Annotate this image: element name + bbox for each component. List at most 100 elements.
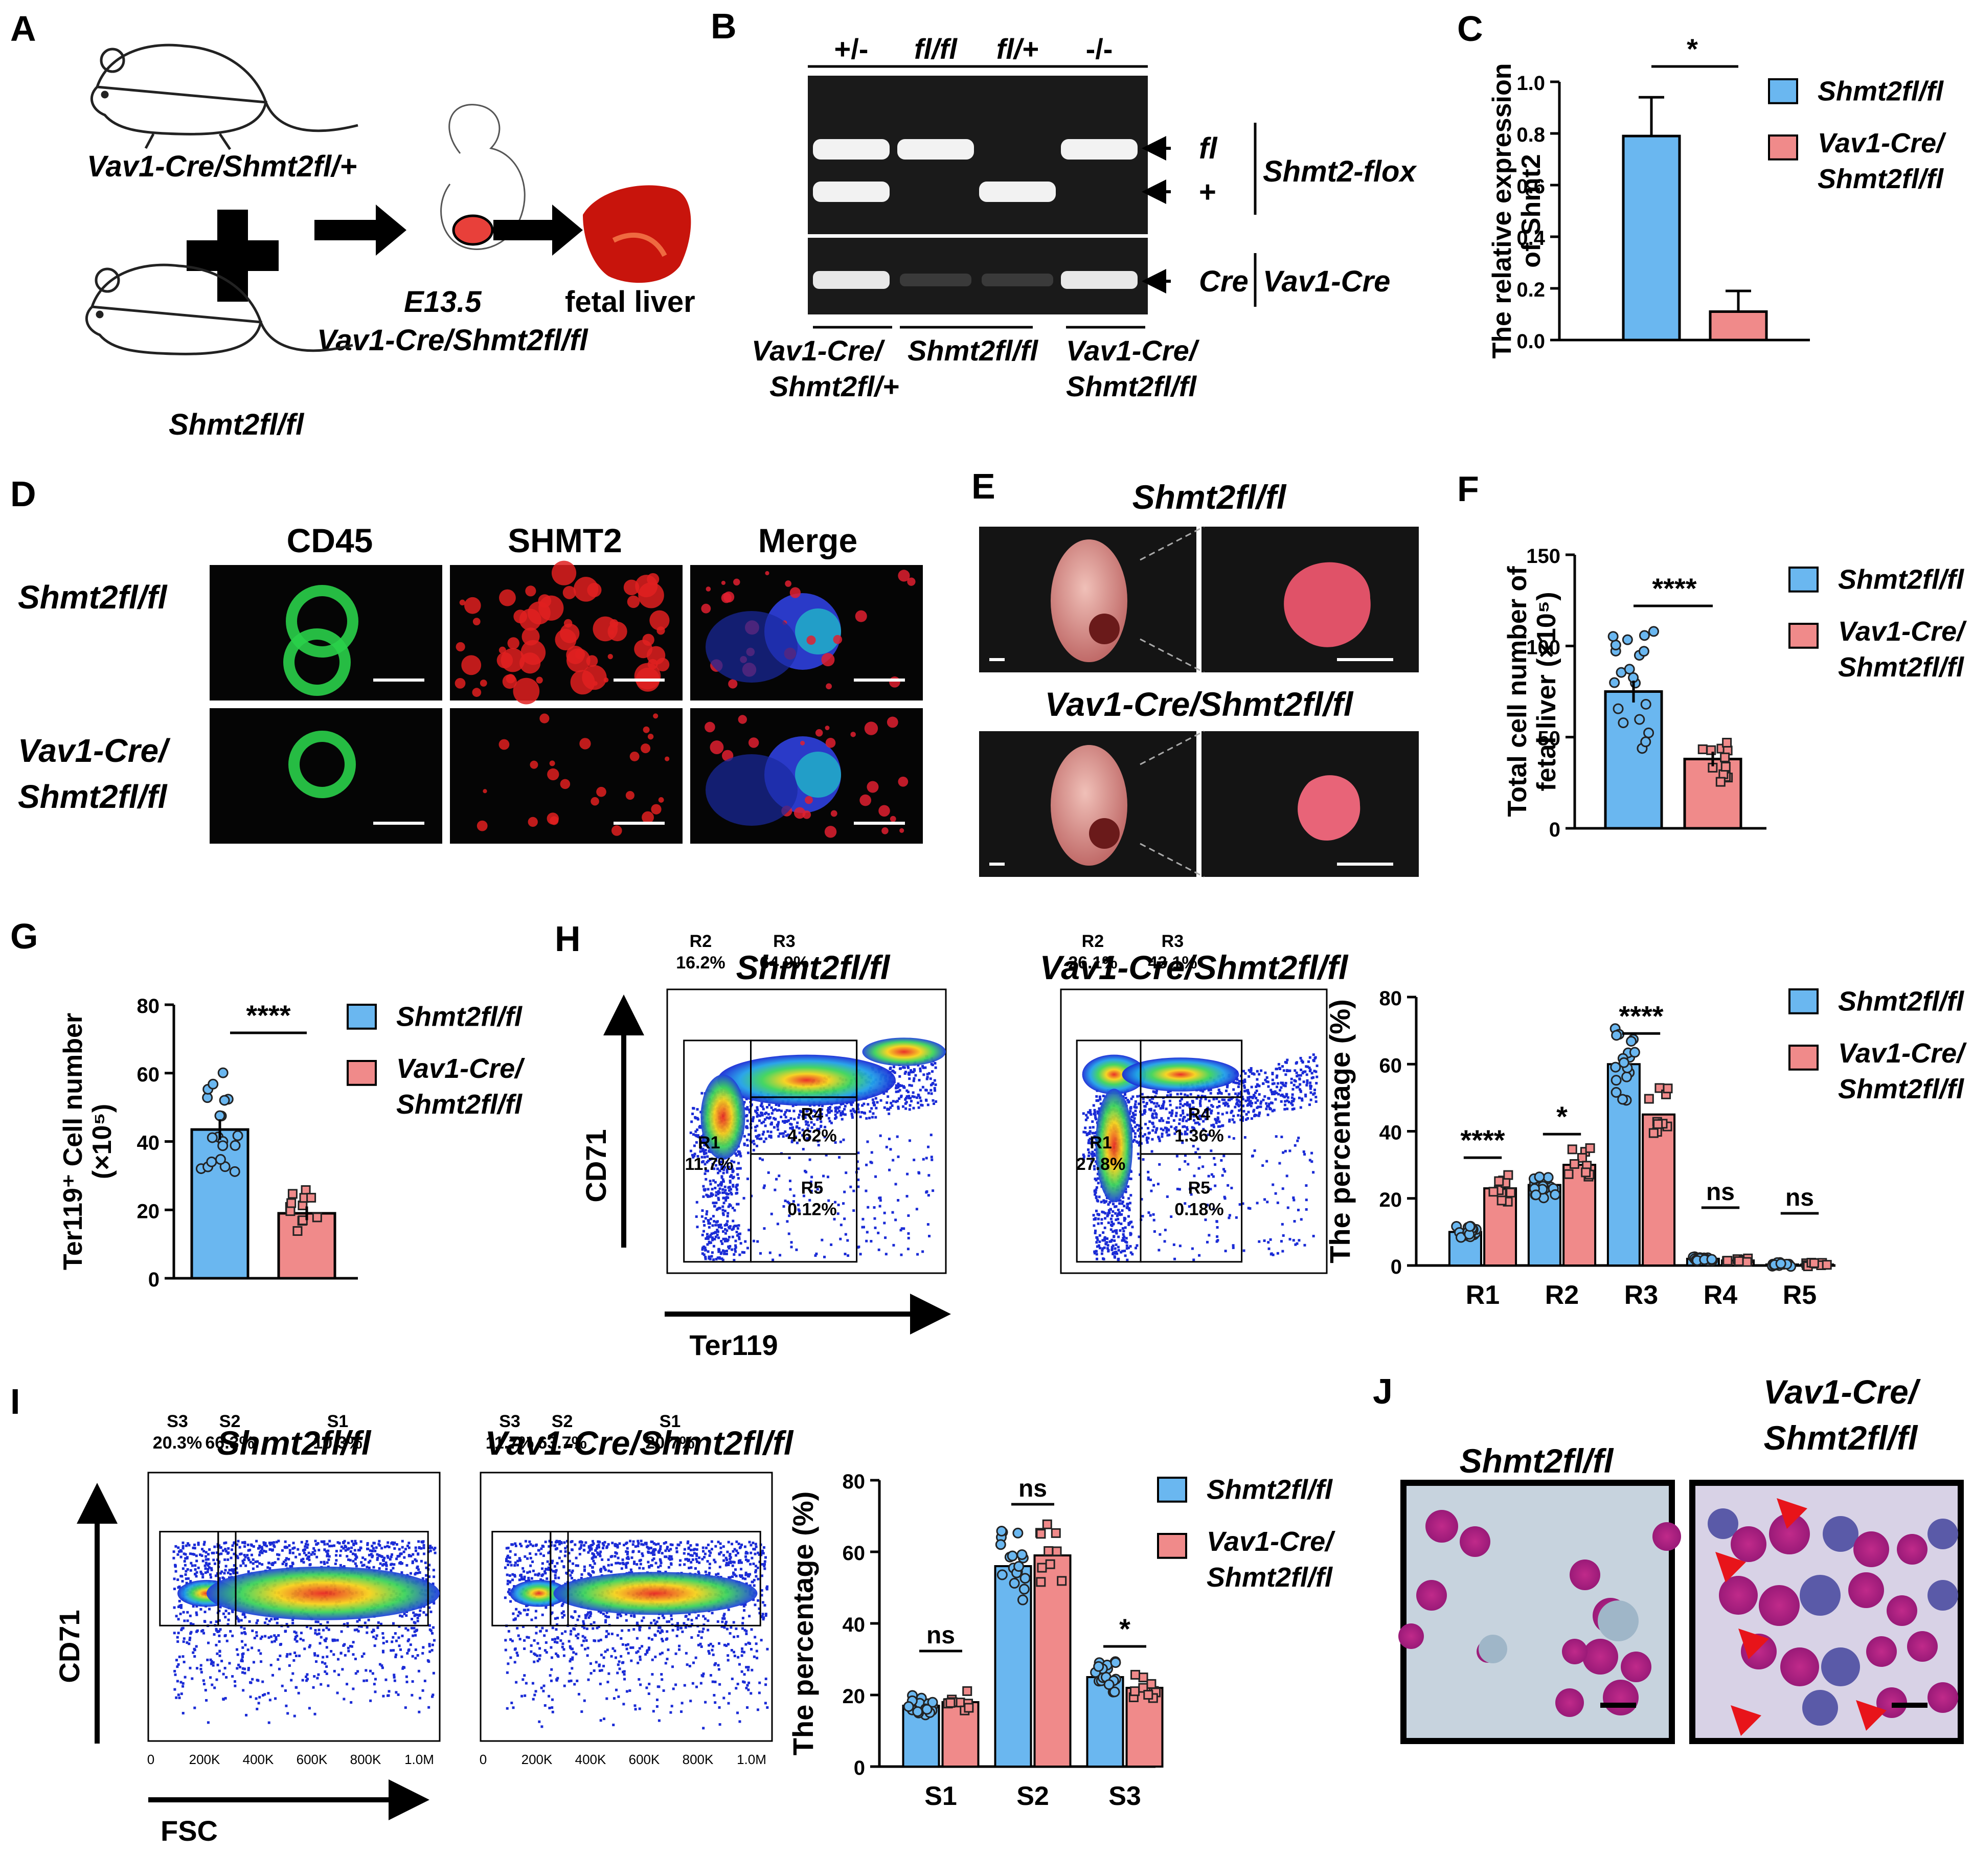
event-dot xyxy=(1220,1092,1223,1095)
event-dot xyxy=(789,1126,792,1129)
event-dot xyxy=(709,1234,712,1237)
event-dot xyxy=(422,1544,425,1547)
event-dot xyxy=(403,1612,406,1615)
event-dot xyxy=(1106,1237,1109,1240)
event-dot xyxy=(255,1621,258,1624)
event-dot xyxy=(730,1160,733,1163)
event-dot xyxy=(761,1114,764,1117)
event-dot xyxy=(225,1639,229,1642)
event-dot xyxy=(335,1559,338,1562)
event-dot xyxy=(199,1570,202,1573)
event-dot xyxy=(218,1579,221,1582)
event-dot xyxy=(272,1562,275,1565)
event-dot xyxy=(222,1672,225,1676)
event-dot xyxy=(908,1108,911,1111)
event-dot xyxy=(230,1556,233,1559)
event-dot xyxy=(1182,1104,1185,1107)
y-tick-label: 20 xyxy=(843,1685,866,1708)
event-dot xyxy=(184,1553,187,1556)
event-dot xyxy=(411,1655,414,1658)
event-dot xyxy=(189,1622,192,1625)
event-dot xyxy=(241,1559,244,1563)
event-dot xyxy=(1237,1086,1240,1089)
event-dot xyxy=(798,1209,801,1212)
event-dot xyxy=(327,1549,330,1552)
event-dot xyxy=(1215,1119,1218,1122)
event-dot xyxy=(1215,1240,1218,1243)
event-dot xyxy=(664,1570,667,1573)
event-dot xyxy=(757,1134,760,1137)
event-dot xyxy=(393,1676,396,1679)
event-dot xyxy=(269,1543,272,1546)
event-dot xyxy=(243,1613,246,1616)
bar xyxy=(190,1128,250,1280)
event-dot xyxy=(354,1540,357,1543)
event-dot xyxy=(796,1141,799,1144)
event-dot xyxy=(1221,1098,1224,1101)
event-dot xyxy=(1254,1091,1257,1094)
event-dot xyxy=(1208,1234,1211,1237)
event-dot xyxy=(1305,1073,1308,1076)
event-dot xyxy=(390,1569,393,1572)
event-dot xyxy=(293,1714,296,1717)
bar xyxy=(1604,690,1663,830)
event-dot xyxy=(411,1618,414,1621)
event-dot xyxy=(756,1137,759,1140)
event-dot xyxy=(258,1696,261,1699)
event-dot xyxy=(1205,1110,1208,1113)
event-dot xyxy=(904,1097,908,1100)
event-dot xyxy=(1290,1096,1294,1099)
event-dot xyxy=(236,1653,239,1656)
event-dot xyxy=(205,1558,208,1561)
event-dot xyxy=(804,1120,807,1123)
event-dot xyxy=(1100,1222,1103,1225)
event-dot xyxy=(1228,1120,1231,1123)
event-dot xyxy=(562,1648,565,1651)
blood-cell xyxy=(1853,1531,1889,1567)
event-dot xyxy=(1102,1211,1105,1214)
panel-letter: D xyxy=(10,474,36,514)
event-dot xyxy=(267,1562,270,1565)
event-dot xyxy=(1312,1171,1315,1174)
event-dot xyxy=(786,1220,789,1223)
event-dot xyxy=(727,1245,730,1248)
event-dot xyxy=(796,1121,799,1124)
event-dot xyxy=(734,1250,737,1253)
event-dot xyxy=(1238,1082,1241,1086)
event-dot xyxy=(711,1188,714,1191)
event-dot xyxy=(1171,1112,1174,1115)
event-dot xyxy=(416,1566,419,1569)
event-dot xyxy=(186,1568,189,1571)
event-dot xyxy=(798,1113,801,1116)
event-dot xyxy=(422,1552,425,1555)
event-dot xyxy=(717,1184,720,1187)
event-dot xyxy=(728,1235,731,1238)
event-dot xyxy=(261,1694,264,1697)
event-dot xyxy=(366,1543,369,1546)
gel-band xyxy=(813,182,890,202)
event-dot xyxy=(410,1554,413,1557)
event-dot xyxy=(239,1564,242,1567)
event-dot xyxy=(1096,1238,1099,1241)
event-dot xyxy=(727,1192,730,1195)
event-dot xyxy=(1131,1115,1134,1118)
event-dot xyxy=(427,1660,430,1663)
event-dot xyxy=(204,1571,207,1574)
event-dot xyxy=(935,1100,938,1103)
density-blob xyxy=(1122,1057,1239,1092)
event-dot xyxy=(785,1134,788,1137)
event-dot xyxy=(709,1241,712,1244)
event-dot xyxy=(927,1145,930,1148)
event-dot xyxy=(722,1202,725,1205)
event-dot xyxy=(932,1081,935,1084)
event-dot xyxy=(429,1545,432,1548)
event-dot xyxy=(202,1683,206,1686)
event-dot xyxy=(1288,1149,1291,1152)
event-dot xyxy=(236,1571,239,1574)
event-dot xyxy=(285,1655,288,1658)
event-dot xyxy=(410,1626,413,1630)
event-dot xyxy=(1197,1167,1200,1170)
event-dot xyxy=(393,1541,396,1544)
